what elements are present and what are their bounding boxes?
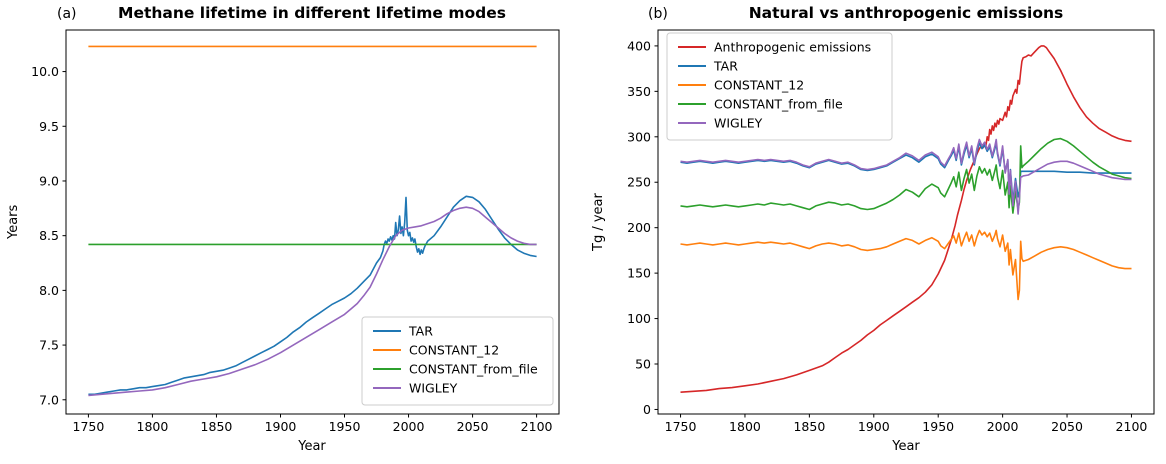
x-tick-label: 1800	[137, 419, 169, 434]
series-line-constant_12	[680, 229, 1132, 301]
axes-frame	[65, 29, 560, 415]
y-tick-label: 300	[627, 129, 651, 144]
y-tick-label: 0	[643, 402, 651, 417]
x-tick-label: 2050	[457, 419, 489, 434]
legend-label: TAR	[408, 324, 433, 339]
legend-label: WIGLEY	[714, 116, 763, 131]
y-tick-label: 10.0	[31, 64, 59, 79]
x-tick-label: 1900	[858, 419, 890, 434]
chart-b-ylabel: Tg / year	[591, 193, 606, 251]
chart-a-title: Methane lifetime in different lifetime m…	[118, 4, 506, 22]
legend-label: Anthropogenic emissions	[714, 40, 871, 55]
panel-a: 1750 1800 1850 1900 1950 2000 2050 2100 7.0 7.5 8.…	[6, 4, 560, 454]
y-tick-label: 200	[627, 220, 651, 235]
chart-a-xlabel: Year	[298, 439, 326, 454]
x-tick-label: 2000	[393, 419, 425, 434]
y-tick-label: 100	[627, 311, 651, 326]
series-line-wigley	[88, 206, 537, 397]
x-tick-label: 1850	[793, 419, 825, 434]
series-line-anthropogenic-emissions	[680, 45, 1132, 393]
x-tick-label: 2050	[1051, 419, 1083, 434]
y-tick-label: 250	[627, 175, 651, 190]
emissions-chart: 1750 1800 1850 1900 1950 2000 2050 2100 0 50 100 15…	[627, 29, 1155, 434]
x-tick-label: 2100	[1116, 419, 1148, 434]
chart-a-ylabel: Years	[6, 204, 21, 240]
x-tick-label: 1850	[201, 419, 233, 434]
chart-b-xlabel: Year	[892, 439, 920, 454]
y-tick-label: 8.5	[39, 228, 59, 243]
series-line-constant_from_file	[680, 137, 1132, 214]
legend-box	[361, 316, 554, 406]
legend-box	[666, 32, 893, 141]
x-tick-label: 1950	[329, 419, 361, 434]
y-tick-label: 400	[627, 38, 651, 53]
lifetime-chart: 1750 1800 1850 1900 1950 2000 2050 2100 7.0 7.5 8.…	[31, 29, 560, 434]
legend-label: CONSTANT_12	[409, 343, 499, 358]
panel-a-label: (a)	[57, 6, 77, 22]
y-tick-label: 8.0	[39, 283, 59, 298]
y-tick-label: 9.5	[39, 119, 59, 134]
x-tick-label: 1950	[922, 419, 954, 434]
axes-frame	[657, 29, 1155, 415]
x-tick-label: 1750	[665, 419, 697, 434]
y-tick-label: 9.0	[39, 173, 59, 188]
y-tick-label: 150	[627, 266, 651, 281]
y-tick-label: 7.0	[39, 392, 59, 407]
x-tick-label: 1900	[265, 419, 297, 434]
y-tick-label: 7.5	[39, 338, 59, 353]
series-line-tar	[680, 142, 1132, 203]
legend-label: CONSTANT_12	[714, 78, 804, 93]
legend-label: WIGLEY	[409, 381, 458, 396]
panel-b: 1750 1800 1850 1900 1950 2000 2050 2100 0 50 100 15…	[583, 0, 1166, 464]
x-tick-label: 1800	[729, 419, 761, 434]
legend-label: CONSTANT_from_file	[409, 362, 538, 377]
panel-b-label: (b)	[648, 6, 668, 22]
series-line-wigley	[680, 138, 1132, 215]
chart-b-title: Natural vs anthropogenic emissions	[748, 4, 1064, 22]
y-tick-label: 50	[635, 357, 651, 372]
legend-label: TAR	[713, 59, 738, 74]
y-tick-label: 350	[627, 84, 651, 99]
x-tick-label: 2100	[521, 419, 553, 434]
x-tick-label: 1750	[73, 419, 105, 434]
x-tick-label: 2000	[987, 419, 1019, 434]
legend-label: CONSTANT_from_file	[714, 97, 843, 112]
series-line-tar	[88, 195, 537, 396]
